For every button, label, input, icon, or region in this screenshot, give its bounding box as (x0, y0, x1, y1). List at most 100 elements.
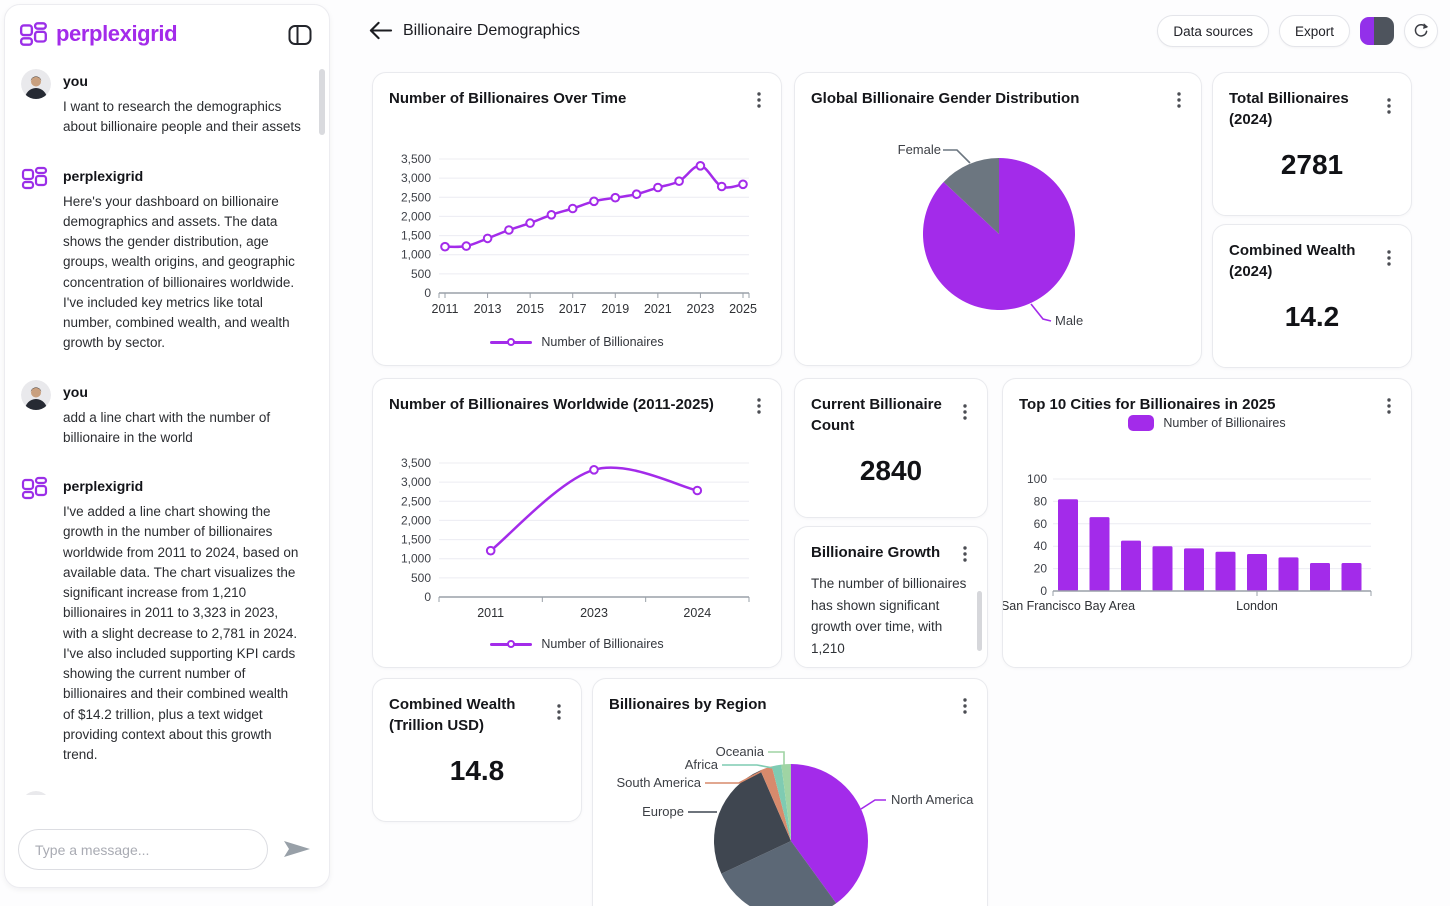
svg-text:London: London (1236, 599, 1278, 613)
legend-swatch-icon (1128, 415, 1155, 431)
svg-text:2,000: 2,000 (401, 209, 431, 223)
widget-top-cities: Top 10 Cities for Billionaires in 2025 N… (1002, 378, 1412, 668)
kebab-menu-icon[interactable] (549, 701, 569, 723)
message-text: I've added a line chart showing the grow… (63, 504, 299, 762)
svg-text:2,000: 2,000 (401, 513, 431, 527)
refresh-icon[interactable] (1404, 14, 1438, 48)
legend-label: Number of Billionaires (541, 637, 664, 651)
bar-chart-top-cities: 0 20 40 60 80 100 San Francisco Bay Area London (1003, 472, 1372, 613)
back-arrow-icon[interactable] (366, 19, 394, 45)
svg-text:2023: 2023 (580, 606, 608, 620)
bot-avatar-logo-icon (21, 164, 51, 194)
legend-label: Number of Billionaires (541, 335, 664, 349)
line-chart-worldwide: 0 500 1,000 1,500 2,000 2,500 3,000 3,500 2011 20… (401, 456, 750, 620)
svg-text:1,500: 1,500 (401, 533, 431, 547)
svg-text:2021: 2021 (644, 302, 672, 316)
svg-text:60: 60 (1034, 517, 1048, 531)
svg-text:3,500: 3,500 (401, 152, 431, 166)
kebab-menu-icon[interactable] (955, 401, 975, 423)
widget-current-count: Current Billionaire Count 2840 (794, 378, 988, 518)
svg-text:0: 0 (424, 590, 431, 604)
chat-message: perplexigrid I've added a line chart sho… (5, 474, 329, 765)
widget-gender-distribution: Global Billionaire Gender Distribution F… (794, 72, 1202, 366)
kebab-menu-icon[interactable] (749, 395, 769, 417)
svg-text:Europe: Europe (642, 804, 684, 819)
legend-line-marker-icon (490, 640, 533, 648)
kebab-menu-icon[interactable] (1379, 395, 1399, 417)
chart-legend: Number of Billionaires (1003, 415, 1411, 431)
kebab-menu-icon[interactable] (1379, 247, 1399, 269)
widget-billionaires-worldwide: Number of Billionaires Worldwide (2011-2… (372, 378, 782, 668)
widget-billionaire-growth: Billionaire Growth The number of billion… (794, 526, 988, 668)
svg-text:South America: South America (616, 775, 701, 790)
chart-legend: Number of Billionaires (373, 335, 781, 349)
svg-text:Africa: Africa (685, 757, 719, 772)
kebab-menu-icon[interactable] (1169, 89, 1189, 111)
kebab-menu-icon[interactable] (955, 695, 975, 717)
export-button[interactable]: Export (1278, 15, 1350, 47)
brand-wordmark: perplexigrid (56, 21, 178, 46)
svg-text:500: 500 (411, 571, 431, 585)
svg-text:100: 100 (1027, 472, 1047, 486)
svg-text:500: 500 (411, 267, 431, 281)
svg-text:2011: 2011 (477, 606, 504, 620)
svg-text:3,000: 3,000 (401, 475, 431, 489)
panel-toggle-icon[interactable] (285, 21, 315, 51)
widget-billionaires-over-time: Number of Billionaires Over Time 0 500 1,0… (372, 72, 782, 366)
kebab-menu-icon[interactable] (955, 543, 975, 565)
chart-legend: Number of Billionaires (373, 637, 781, 651)
message-text: add a line chart with the number of bill… (63, 409, 271, 445)
svg-text:2019: 2019 (601, 302, 629, 316)
message-author: you (63, 383, 88, 400)
message-author: perplexigrid (63, 478, 144, 494)
chat-message-list[interactable]: you I want to research the demographics … (5, 69, 329, 795)
svg-text:3,000: 3,000 (401, 171, 431, 185)
svg-text:North America: North America (891, 792, 974, 807)
svg-text:Female: Female (898, 142, 941, 157)
svg-text:3,500: 3,500 (401, 456, 431, 470)
data-sources-button[interactable]: Data sources (1157, 15, 1269, 47)
widget-title: Top 10 Cities for Billionaires in 2025 (1019, 396, 1276, 413)
svg-text:2015: 2015 (516, 302, 544, 316)
svg-text:2023: 2023 (687, 302, 715, 316)
svg-text:San Francisco Bay Area: San Francisco Bay Area (1003, 599, 1135, 613)
widget-title: Current Billionaire Count (811, 396, 942, 434)
widget-title: Number of Billionaires Worldwide (2011-2… (389, 396, 714, 413)
svg-text:1,000: 1,000 (401, 552, 431, 566)
brand-logo: perplexigrid (19, 19, 178, 49)
page-title: Billionaire Demographics (403, 22, 580, 39)
svg-text:2,500: 2,500 (401, 190, 431, 204)
widget-total-billionaires: Total Billionaires (2024) 2781 (1212, 72, 1412, 216)
widget-scrollbar[interactable] (977, 591, 982, 651)
widget-title: Combined Wealth (Trillion USD) (389, 696, 516, 734)
widget-title: Billionaires by Region (609, 696, 767, 713)
kebab-menu-icon[interactable] (749, 89, 769, 111)
widget-title: Global Billionaire Gender Distribution (811, 90, 1080, 107)
user-avatar (21, 379, 51, 410)
send-icon[interactable] (281, 838, 313, 862)
widget-text-body: The number of billionaires has shown sig… (811, 576, 967, 656)
svg-text:Oceania: Oceania (716, 744, 765, 759)
sidebar-scrollbar[interactable] (319, 69, 325, 135)
theme-toggle-icon[interactable] (1360, 17, 1394, 45)
svg-text:Male: Male (1055, 313, 1083, 328)
svg-text:1,500: 1,500 (401, 229, 431, 243)
chat-input-bar (5, 827, 329, 873)
message-author: perplexigrid (63, 167, 144, 184)
message-text: I want to research the demographics abou… (63, 99, 301, 135)
widget-title: Billionaire Growth (811, 544, 941, 561)
header-actions: Data sources Export (1157, 14, 1438, 48)
widget-combined-wealth-2024: Combined Wealth (2024) 14.2 (1212, 224, 1412, 368)
kpi-value: 2781 (1280, 149, 1344, 180)
chat-sidebar: perplexigrid you I want to research the … (4, 4, 330, 888)
svg-text:20: 20 (1034, 562, 1048, 576)
message-author: you (63, 73, 88, 89)
message-input[interactable] (18, 829, 268, 870)
legend-label: Number of Billionaires (1163, 416, 1286, 430)
svg-text:1,000: 1,000 (401, 248, 431, 262)
kebab-menu-icon[interactable] (1379, 95, 1399, 117)
svg-text:2024: 2024 (683, 606, 711, 620)
svg-text:2025: 2025 (729, 302, 757, 316)
widget-title: Number of Billionaires Over Time (389, 90, 627, 107)
